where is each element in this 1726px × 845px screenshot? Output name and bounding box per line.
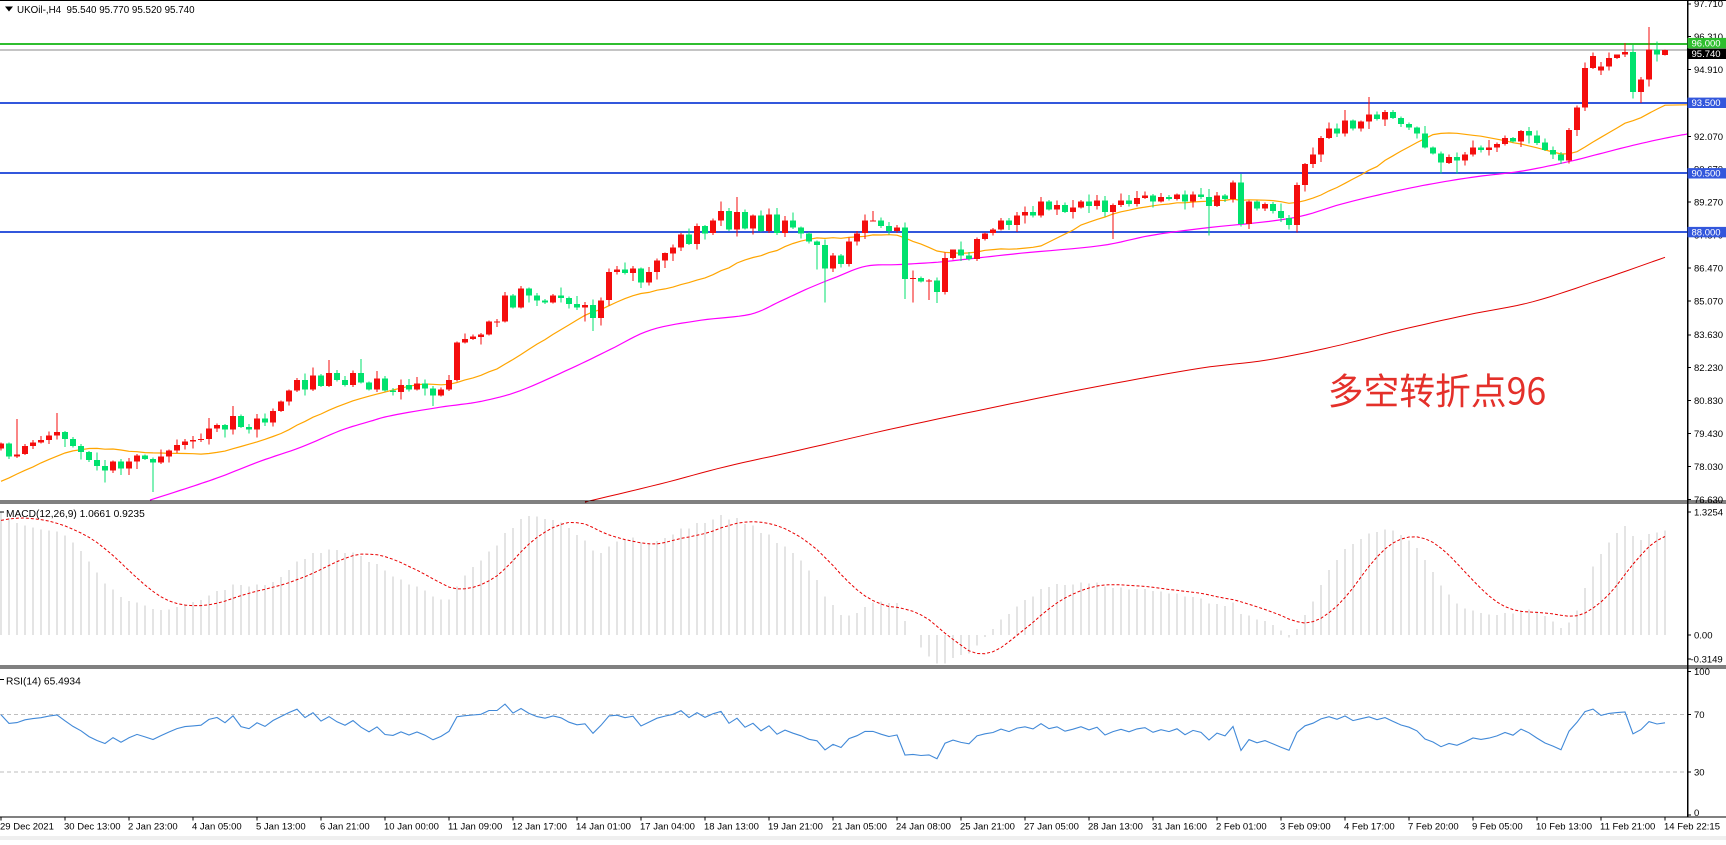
svg-text:1.3254: 1.3254 (1694, 507, 1723, 518)
svg-text:7 Feb 20:00: 7 Feb 20:00 (1408, 822, 1459, 833)
svg-text:30 Dec 13:00: 30 Dec 13:00 (64, 822, 121, 833)
svg-text:80.830: 80.830 (1694, 396, 1723, 407)
svg-text:-0.3149: -0.3149 (1691, 655, 1723, 666)
svg-text:17 Jan 04:00: 17 Jan 04:00 (640, 822, 695, 833)
svg-text:27 Jan 05:00: 27 Jan 05:00 (1024, 822, 1079, 833)
svg-text:9 Feb 05:00: 9 Feb 05:00 (1472, 822, 1523, 833)
svg-text:21 Jan 05:00: 21 Jan 05:00 (832, 822, 887, 833)
svg-text:30: 30 (1694, 767, 1705, 778)
svg-text:79.430: 79.430 (1694, 429, 1723, 440)
svg-text:5 Jan 13:00: 5 Jan 13:00 (256, 822, 306, 833)
svg-text:UKOil-,H4 95.540 95.770 95.52: UKOil-,H4 95.540 95.770 95.520 95.740 (17, 5, 195, 16)
svg-text:MACD(12,26,9) 1.0661 0.9235: MACD(12,26,9) 1.0661 0.9235 (6, 509, 145, 520)
svg-text:2 Jan 23:00: 2 Jan 23:00 (128, 822, 178, 833)
svg-text:0: 0 (1694, 808, 1699, 819)
svg-text:29 Dec 2021: 29 Dec 2021 (0, 822, 54, 833)
svg-text:95.740: 95.740 (1692, 49, 1721, 60)
svg-text:28 Jan 13:00: 28 Jan 13:00 (1088, 822, 1143, 833)
svg-text:92.070: 92.070 (1694, 132, 1723, 143)
svg-text:90.500: 90.500 (1692, 169, 1721, 180)
svg-text:97.710: 97.710 (1694, 0, 1723, 10)
svg-text:14 Jan 01:00: 14 Jan 01:00 (576, 822, 631, 833)
svg-text:96.000: 96.000 (1692, 38, 1721, 49)
svg-text:94.910: 94.910 (1694, 65, 1723, 76)
svg-text:12 Jan 17:00: 12 Jan 17:00 (512, 822, 567, 833)
svg-text:11 Feb 21:00: 11 Feb 21:00 (1600, 822, 1655, 833)
svg-text:89.270: 89.270 (1694, 198, 1723, 209)
svg-text:70: 70 (1694, 710, 1705, 721)
svg-text:88.000: 88.000 (1692, 227, 1721, 238)
svg-text:2 Feb 01:00: 2 Feb 01:00 (1216, 822, 1267, 833)
svg-text:18 Jan 13:00: 18 Jan 13:00 (704, 822, 759, 833)
svg-text:85.070: 85.070 (1694, 296, 1723, 307)
svg-text:6 Jan 21:00: 6 Jan 21:00 (320, 822, 370, 833)
svg-text:83.630: 83.630 (1694, 330, 1723, 341)
svg-text:93.500: 93.500 (1692, 98, 1721, 109)
svg-text:0.00: 0.00 (1694, 630, 1713, 641)
svg-text:10 Jan 00:00: 10 Jan 00:00 (384, 822, 439, 833)
svg-text:78.030: 78.030 (1694, 462, 1723, 473)
svg-text:82.230: 82.230 (1694, 363, 1723, 374)
svg-text:4 Jan 05:00: 4 Jan 05:00 (192, 822, 242, 833)
svg-text:4 Feb 17:00: 4 Feb 17:00 (1344, 822, 1395, 833)
svg-text:RSI(14) 65.4934: RSI(14) 65.4934 (6, 677, 81, 688)
svg-text:31 Jan 16:00: 31 Jan 16:00 (1152, 822, 1207, 833)
svg-text:3 Feb 09:00: 3 Feb 09:00 (1280, 822, 1331, 833)
svg-text:24 Jan 08:00: 24 Jan 08:00 (896, 822, 951, 833)
svg-text:14 Feb 22:15: 14 Feb 22:15 (1664, 822, 1720, 833)
svg-text:19 Jan 21:00: 19 Jan 21:00 (768, 822, 823, 833)
svg-text:11 Jan 09:00: 11 Jan 09:00 (448, 822, 502, 833)
svg-text:76.630: 76.630 (1694, 495, 1723, 506)
svg-text:86.470: 86.470 (1694, 264, 1723, 275)
svg-text:25 Jan 21:00: 25 Jan 21:00 (960, 822, 1015, 833)
svg-text:10 Feb 13:00: 10 Feb 13:00 (1536, 822, 1592, 833)
svg-text:100: 100 (1694, 667, 1710, 678)
